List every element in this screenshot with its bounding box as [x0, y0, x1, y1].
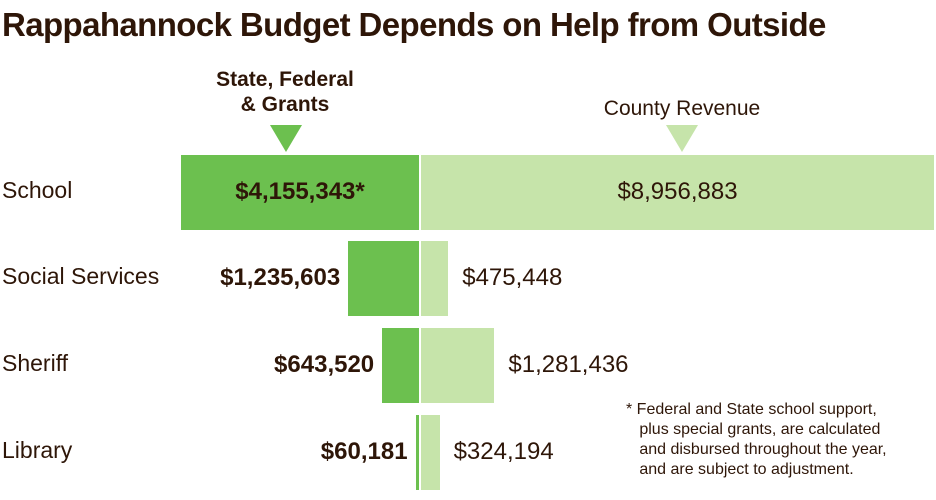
- label-county-social-services: $475,448: [462, 264, 563, 291]
- label-county-school: $8,956,883: [617, 178, 738, 205]
- legend-arrow-state: [270, 125, 302, 152]
- label-state-sheriff: $643,520: [274, 351, 375, 378]
- label-county-library: $324,194: [453, 438, 554, 465]
- label-state-social-services: $1,235,603: [220, 264, 341, 291]
- category-label-sheriff: Sheriff: [2, 350, 69, 376]
- bar-county-school: [421, 155, 934, 230]
- bar-county-sheriff: [421, 328, 495, 403]
- label-state-school: $4,155,343*: [235, 178, 365, 205]
- bar-state-social-services: [348, 241, 419, 316]
- bar-state-school: [181, 155, 419, 230]
- legend-arrow-county: [666, 125, 698, 152]
- category-label-library: Library: [2, 437, 73, 463]
- chart-title: Rappahannock Budget Depends on Help from…: [2, 6, 826, 43]
- label-county-sheriff: $1,281,436: [508, 351, 629, 378]
- category-label-school: School: [2, 177, 73, 203]
- bar-state-sheriff: [382, 328, 419, 403]
- legend-county-revenue: County Revenue: [603, 97, 761, 120]
- footnote: * Federal and State school support, plus…: [626, 401, 887, 478]
- bar-county-social-services: [421, 241, 449, 316]
- bar-county-library: [421, 415, 440, 490]
- bar-state-library: [415, 415, 419, 490]
- category-label-social-services: Social Services: [2, 263, 160, 289]
- label-state-library: $60,181: [320, 438, 408, 465]
- legend-state-federal-grants: State, Federal & Grants: [216, 68, 354, 116]
